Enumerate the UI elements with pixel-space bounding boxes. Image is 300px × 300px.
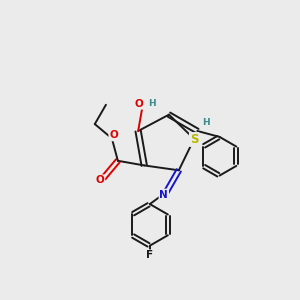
Text: H: H bbox=[148, 99, 155, 108]
Text: O: O bbox=[135, 99, 143, 109]
Text: F: F bbox=[146, 250, 153, 260]
Text: N: N bbox=[159, 190, 168, 200]
Text: H: H bbox=[202, 118, 209, 127]
Text: O: O bbox=[96, 175, 104, 185]
Text: O: O bbox=[109, 130, 118, 140]
Text: S: S bbox=[190, 133, 198, 146]
